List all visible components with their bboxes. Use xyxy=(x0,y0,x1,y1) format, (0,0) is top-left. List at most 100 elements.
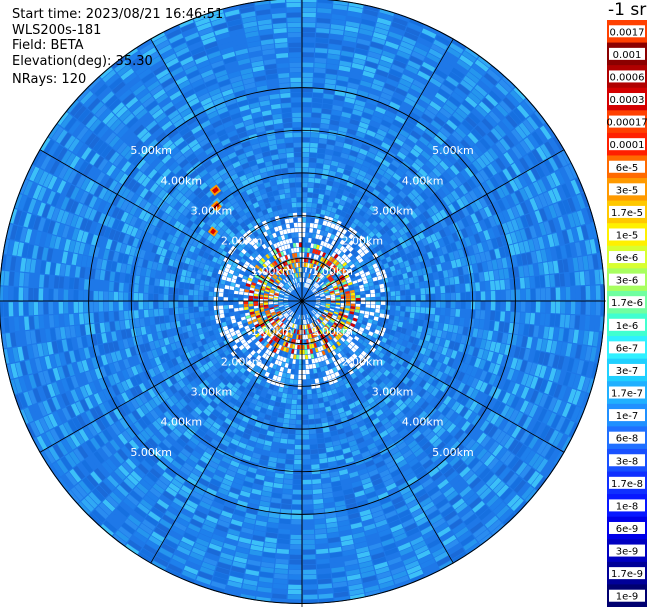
range-gate xyxy=(405,289,411,296)
range-gate xyxy=(283,484,293,490)
range-gate xyxy=(465,116,477,128)
range-gate xyxy=(421,164,432,174)
range-gate xyxy=(364,134,374,142)
range-gate xyxy=(488,216,497,228)
range-gate xyxy=(324,253,329,259)
range-gate xyxy=(327,285,333,290)
range-gate xyxy=(575,286,581,300)
range-gate xyxy=(410,330,417,338)
range-gate xyxy=(374,284,380,290)
range-gate xyxy=(319,251,324,257)
range-gate xyxy=(408,258,415,266)
range-gate xyxy=(308,279,312,284)
range-gate xyxy=(328,48,341,55)
range-gate xyxy=(333,266,338,272)
range-gate xyxy=(572,257,579,272)
range-gate xyxy=(360,304,366,308)
range-gate xyxy=(295,429,302,435)
range-gate xyxy=(561,183,571,199)
range-gate xyxy=(371,220,379,228)
range-gate xyxy=(494,280,501,291)
range-gate xyxy=(318,280,324,285)
range-gate xyxy=(334,224,340,231)
range-gate xyxy=(336,167,345,174)
range-gate xyxy=(309,279,313,285)
range-gate xyxy=(302,277,305,283)
range-gate xyxy=(351,242,358,249)
range-gate xyxy=(320,296,326,298)
range-gate xyxy=(333,311,339,315)
range-gate xyxy=(322,286,328,291)
range-gate xyxy=(316,229,321,235)
range-gate xyxy=(317,272,322,278)
range-gate xyxy=(323,271,328,276)
range-gate xyxy=(378,279,384,285)
range-gate xyxy=(326,180,334,186)
range-gate xyxy=(394,263,401,271)
range-gate xyxy=(437,88,451,99)
range-gate xyxy=(497,224,505,236)
range-gate xyxy=(431,72,445,84)
range-gate xyxy=(561,230,570,244)
range-gate xyxy=(335,231,341,237)
range-gate xyxy=(415,288,421,295)
range-gate xyxy=(481,261,488,272)
range-gate xyxy=(489,341,497,352)
range-gate xyxy=(339,239,345,246)
range-gate xyxy=(486,351,494,362)
range-gate xyxy=(355,297,361,301)
range-gate xyxy=(475,310,481,319)
range-gate xyxy=(541,176,552,191)
range-gate xyxy=(419,32,435,43)
range-gate xyxy=(315,277,319,282)
range-gate xyxy=(311,388,317,394)
range-gate xyxy=(330,299,336,301)
range-gate xyxy=(412,270,418,277)
range-gate xyxy=(545,248,553,262)
range-gate xyxy=(320,283,325,287)
range-gate xyxy=(399,78,412,88)
range-gate xyxy=(365,251,372,258)
range-gate xyxy=(450,260,457,269)
range-gate xyxy=(327,261,333,267)
range-gate xyxy=(566,228,575,243)
range-gate xyxy=(478,101,491,114)
range-gate xyxy=(345,237,352,244)
range-gate xyxy=(529,211,538,225)
range-gate xyxy=(333,235,339,242)
range-gate xyxy=(293,479,302,485)
range-gate xyxy=(417,37,432,48)
range-gate xyxy=(439,278,445,286)
range-gate xyxy=(324,237,330,243)
range-gate xyxy=(363,248,370,255)
range-gate xyxy=(343,264,350,270)
range-gate xyxy=(294,454,302,460)
range-gate xyxy=(288,434,295,440)
range-gate xyxy=(371,36,386,45)
range-gate xyxy=(403,278,409,285)
range-gate xyxy=(448,224,456,234)
range-gate xyxy=(337,204,344,211)
range-gate xyxy=(400,241,408,249)
range-gate xyxy=(589,270,595,285)
range-gate xyxy=(317,443,326,449)
range-gate xyxy=(327,201,334,207)
range-gate xyxy=(348,77,361,85)
range-gate xyxy=(314,523,326,530)
range-gate xyxy=(523,348,531,361)
range-gate xyxy=(537,179,547,193)
range-gate xyxy=(290,539,302,545)
range-gate xyxy=(298,369,302,375)
range-gate xyxy=(455,240,462,250)
range-gate xyxy=(302,499,313,505)
range-gate xyxy=(343,312,349,316)
range-gate xyxy=(360,182,369,190)
range-gate xyxy=(459,275,465,284)
range-gate xyxy=(332,105,343,112)
range-gate xyxy=(302,419,309,425)
range-gate xyxy=(437,188,446,199)
range-gate xyxy=(372,138,383,146)
range-gate xyxy=(343,143,352,150)
range-gate xyxy=(419,66,433,77)
range-gate xyxy=(581,361,589,376)
